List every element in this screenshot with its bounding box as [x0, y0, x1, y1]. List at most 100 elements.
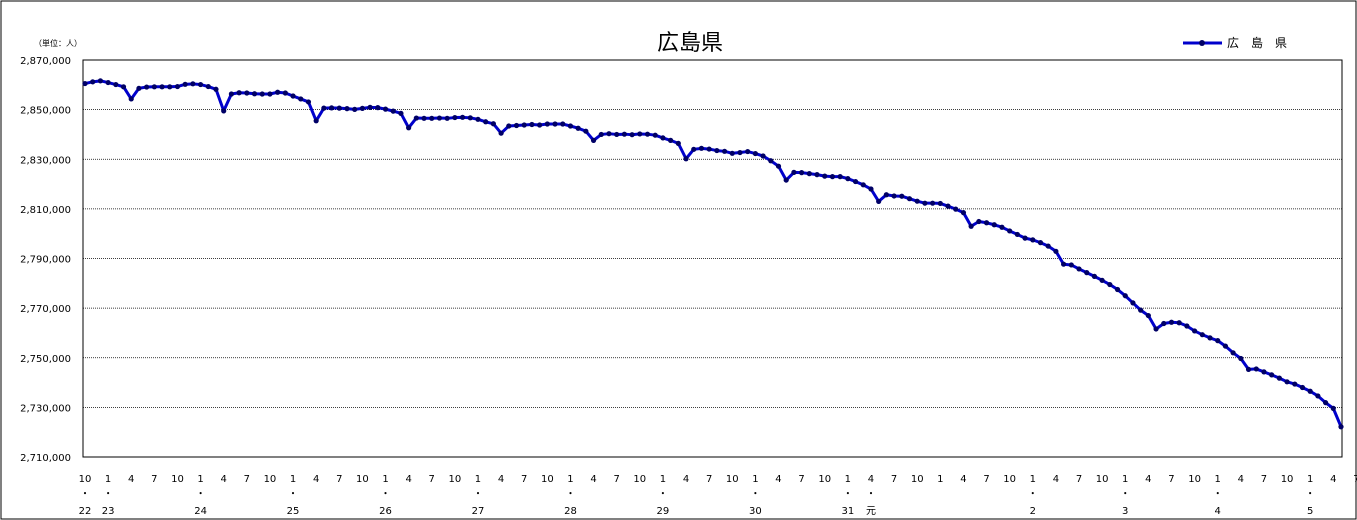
data-point: [737, 149, 743, 156]
x-tick-separator: ・: [196, 489, 206, 500]
data-point: [537, 122, 543, 128]
data-point: [344, 106, 350, 112]
data-point: [567, 123, 574, 129]
x-tick-label: 7: [1076, 474, 1082, 485]
x-year-label: 31: [841, 506, 854, 517]
data-point: [991, 222, 997, 228]
x-tick-label: 10: [79, 474, 92, 485]
x-tick-label: 4: [1238, 474, 1244, 485]
x-tick-label: 10: [1003, 474, 1016, 485]
x-tick-label: 4: [1145, 474, 1151, 485]
data-point: [752, 150, 758, 157]
data-point: [930, 200, 936, 206]
data-point: [560, 121, 566, 127]
data-point: [983, 220, 990, 226]
data-point: [860, 182, 866, 188]
x-tick-label: 1: [1030, 474, 1036, 485]
y-tick-label: 2,710,000: [20, 453, 71, 464]
y-tick-label: 2,730,000: [20, 403, 71, 414]
data-point: [837, 174, 843, 180]
data-point: [922, 200, 928, 206]
x-tick-label: 10: [818, 474, 831, 485]
data-point: [868, 186, 874, 192]
data-point: [1338, 424, 1344, 430]
data-point: [621, 131, 627, 137]
data-point: [267, 91, 273, 97]
x-tick-label: 4: [128, 474, 134, 485]
data-point: [1068, 262, 1074, 268]
data-point: [976, 218, 982, 225]
data-point: [660, 135, 666, 141]
x-tick-label: 1: [1307, 474, 1313, 485]
data-point: [637, 131, 643, 137]
data-point: [498, 130, 504, 136]
data-point: [251, 91, 258, 97]
data-point: [398, 110, 404, 116]
data-point: [575, 125, 581, 131]
data-point: [598, 131, 604, 138]
x-tick-label: 7: [336, 474, 342, 485]
data-point: [197, 81, 204, 88]
data-point: [1076, 266, 1082, 272]
data-point: [614, 131, 620, 138]
data-point: [999, 224, 1005, 230]
x-year-label: 2: [1030, 506, 1036, 517]
x-year-label: 3: [1122, 506, 1128, 517]
data-point: [775, 163, 782, 169]
data-point: [945, 203, 951, 209]
data-point: [644, 131, 651, 137]
data-point: [475, 116, 481, 122]
x-tick-separator: ・: [750, 489, 760, 500]
data-point: [221, 108, 227, 114]
data-point: [1107, 281, 1113, 288]
data-point: [1084, 270, 1090, 276]
data-point: [683, 156, 689, 162]
data-point: [1192, 328, 1198, 334]
x-tick-separator: ・: [1028, 489, 1038, 500]
y-tick-label: 2,870,000: [20, 56, 71, 67]
data-point: [506, 123, 512, 129]
data-point: [1053, 248, 1059, 254]
x-year-label: 元: [866, 506, 876, 517]
data-point: [1276, 375, 1282, 381]
data-point: [1307, 388, 1313, 394]
data-point: [113, 81, 119, 88]
x-tick-label: 10: [356, 474, 369, 485]
data-point: [282, 90, 288, 96]
x-year-label: 27: [472, 506, 485, 517]
data-point: [629, 132, 635, 138]
x-year-label: 26: [379, 506, 392, 517]
x-tick-label: 1: [475, 474, 481, 485]
data-point: [891, 193, 897, 199]
data-point: [513, 122, 520, 129]
data-point: [205, 83, 211, 90]
data-point: [1091, 273, 1098, 279]
data-point: [1330, 405, 1336, 411]
x-tick-label: 4: [1330, 474, 1336, 485]
data-point: [1022, 235, 1028, 241]
x-year-label: 22: [79, 506, 92, 517]
x-tick-label: 7: [1261, 474, 1267, 485]
data-point: [1284, 379, 1290, 385]
x-tick-label: 1: [105, 474, 111, 485]
x-tick-label: 4: [221, 474, 227, 485]
x-tick-label: 7: [891, 474, 897, 485]
x-tick-label: 1: [752, 474, 758, 485]
x-tick-label: 7: [521, 474, 527, 485]
x-tick-label: 7: [983, 474, 989, 485]
data-point: [783, 177, 789, 183]
x-tick-label: 1: [1122, 474, 1128, 485]
data-point: [459, 114, 466, 120]
data-point: [583, 128, 589, 134]
x-year-label: 25: [287, 506, 300, 517]
data-point: [406, 125, 412, 131]
data-point: [259, 91, 265, 97]
data-point: [1114, 286, 1121, 293]
data-point: [328, 105, 335, 111]
x-tick-label: 7: [429, 474, 435, 485]
data-point: [1153, 326, 1159, 332]
data-point: [120, 84, 127, 90]
x-tick-label: 7: [613, 474, 619, 485]
data-point: [829, 174, 836, 180]
x-tick-label: 4: [313, 474, 319, 485]
